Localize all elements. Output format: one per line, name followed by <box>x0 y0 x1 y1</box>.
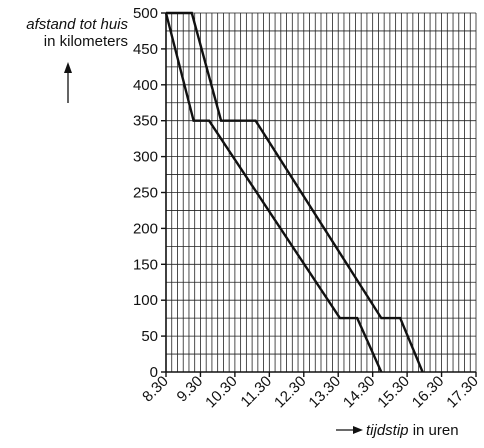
series-line-1 <box>164 12 383 373</box>
y-tick-label: 500 <box>133 5 158 22</box>
y-tick-label: 50 <box>141 328 158 345</box>
x-tick-label: 13.30 <box>305 373 344 412</box>
x-tick-label: 9.30 <box>174 373 207 406</box>
x-tick-label: 8.30 <box>139 373 172 406</box>
y-tick-label: 200 <box>133 220 158 237</box>
y-axis-arrow-icon <box>64 62 72 73</box>
x-tick-label: 10.30 <box>202 373 241 412</box>
y-axis-label-italic: afstand tot huis <box>26 16 128 33</box>
x-tick-labels: 8.30 9.3010.3011.3012.3013.3014.3015.3016… <box>139 372 482 411</box>
y-tick-label: 350 <box>133 113 158 130</box>
x-tick-label: 15.30 <box>374 373 413 412</box>
y-tick-label: 0 <box>150 364 158 381</box>
y-axis-label: afstand tot huis in kilometers <box>26 16 128 50</box>
grid <box>166 12 477 372</box>
x-tick-label: 12.30 <box>271 373 310 412</box>
y-tick-label: 400 <box>133 77 158 94</box>
y-tick-label: 450 <box>133 41 158 58</box>
series-line-2 <box>166 11 424 373</box>
x-tick-label: 16.30 <box>409 373 448 412</box>
y-tick-label: 300 <box>133 149 158 166</box>
y-tick-labels: 0 50 100 150 200 250 300 350 400 450 500 <box>133 5 166 381</box>
y-tick-label: 250 <box>133 185 158 202</box>
x-axis-label-rest: in uren <box>412 422 459 439</box>
x-tick-label: 14.30 <box>340 373 379 412</box>
x-axis-label: tijdstip in uren <box>366 422 459 439</box>
x-tick-label: 11.30 <box>237 373 275 411</box>
series-group <box>164 11 424 373</box>
y-axis-label-rest: in kilometers <box>43 33 128 50</box>
y-tick-label: 100 <box>133 292 158 309</box>
axis-arrows <box>64 62 363 434</box>
x-axis-arrow-icon <box>353 426 363 434</box>
y-tick-label: 150 <box>133 256 158 273</box>
x-axis-label-italic: tijdstip <box>366 422 409 439</box>
x-tick-label: 17.30 <box>443 373 482 412</box>
